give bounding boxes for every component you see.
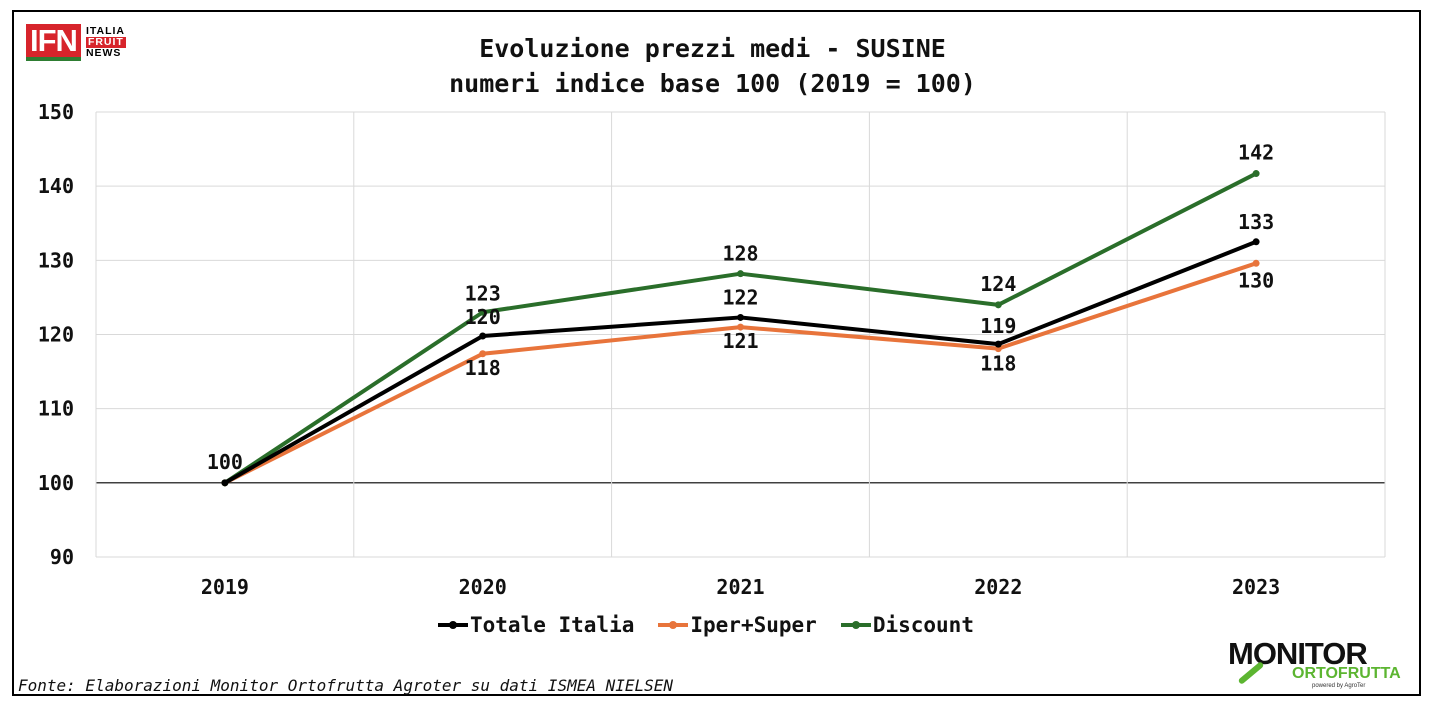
x-tick-label-2023: 2023 bbox=[1232, 575, 1280, 599]
data-point-totale-italia-2022 bbox=[994, 340, 1002, 348]
data-point-iper-super-2023 bbox=[1252, 259, 1260, 267]
data-point-totale-italia-2023 bbox=[1252, 238, 1260, 246]
data-label-iper-super-2022: 118 bbox=[980, 352, 1016, 376]
ifn-logo: IFN ITALIA FRUIT NEWS bbox=[26, 24, 126, 61]
monitor-logo-powered: powered by AgroTer bbox=[1312, 683, 1366, 689]
data-point-discount-2023 bbox=[1252, 170, 1260, 178]
data-label-discount-2022: 124 bbox=[980, 272, 1016, 296]
data-point-totale-italia-2021 bbox=[737, 313, 744, 321]
data-label-totale-italia-2022: 119 bbox=[980, 314, 1016, 338]
series-line-totale-italia bbox=[223, 239, 1257, 485]
data-label-discount-2020: 123 bbox=[465, 281, 501, 305]
y-tick-label-120: 120 bbox=[38, 323, 74, 347]
ifn-logo-mark: IFN bbox=[26, 24, 81, 61]
data-label-iper-super-2021: 121 bbox=[722, 329, 758, 353]
monitor-logo-main: MONITOR bbox=[1228, 636, 1368, 671]
data-label-iper-super-2023: 130 bbox=[1238, 268, 1274, 292]
chart-title: Evoluzione prezzi medi - SUSINE bbox=[479, 34, 946, 63]
y-tick-label-150: 150 bbox=[38, 100, 74, 124]
ifn-logo-text: ITALIA FRUIT NEWS bbox=[85, 25, 126, 59]
ifn-logo-line2: FRUIT bbox=[85, 36, 126, 48]
y-tick-label-140: 140 bbox=[38, 174, 74, 198]
x-tick-label-2021: 2021 bbox=[716, 575, 764, 599]
data-label-iper-super-2020: 118 bbox=[465, 356, 501, 380]
chart-subtitle: numeri indice base 100 (2019 = 100) bbox=[449, 69, 976, 98]
data-point-iper-super-2021 bbox=[737, 323, 744, 331]
legend-label-iper-super: Iper+Super bbox=[690, 613, 817, 637]
data-point-totale-italia-2019 bbox=[221, 479, 229, 487]
data-point-discount-2021 bbox=[737, 270, 744, 278]
legend-swatch-iper-super bbox=[658, 621, 689, 629]
x-tick-label-2022: 2022 bbox=[974, 575, 1022, 599]
data-point-iper-super-2020 bbox=[479, 350, 487, 358]
monitor-ortofrutta-logo: MONITOR ORTOFRUTTA powered by AgroTer bbox=[1228, 636, 1418, 690]
data-label-discount-2019: 100 bbox=[207, 450, 243, 474]
ifn-logo-line1: ITALIA bbox=[85, 25, 125, 37]
y-tick-label-110: 110 bbox=[38, 397, 74, 421]
x-tick-label-2020: 2020 bbox=[459, 575, 507, 599]
data-label-totale-italia-2023: 133 bbox=[1238, 210, 1274, 234]
monitor-logo-sub: ORTOFRUTTA bbox=[1292, 665, 1401, 682]
legend-item-totale-italia: Totale Italia bbox=[438, 613, 634, 637]
legend-swatch-totale-italia bbox=[438, 621, 468, 629]
ifn-logo-line3: NEWS bbox=[85, 47, 122, 59]
data-label-discount-2021: 128 bbox=[722, 242, 758, 266]
data-point-discount-2022 bbox=[994, 301, 1002, 309]
legend-item-discount: Discount bbox=[840, 613, 974, 637]
source-note: Fonte: Elaborazioni Monitor Ortofrutta A… bbox=[18, 676, 674, 695]
data-label-totale-italia-2020: 120 bbox=[465, 305, 501, 329]
y-tick-label-90: 90 bbox=[50, 545, 74, 569]
data-point-discount-2020 bbox=[479, 308, 487, 316]
data-label-totale-italia-2021: 122 bbox=[722, 285, 758, 309]
chart-legend: Totale Italia Iper+Super Discount bbox=[438, 613, 974, 637]
legend-swatch-discount bbox=[840, 621, 871, 629]
legend-label-totale-italia: Totale Italia bbox=[470, 613, 635, 637]
data-label-discount-2023: 142 bbox=[1238, 141, 1274, 165]
legend-item-iper-super: Iper+Super bbox=[658, 613, 817, 637]
x-tick-label-2019: 2019 bbox=[201, 575, 249, 599]
y-tick-label-100: 100 bbox=[38, 471, 74, 495]
legend-label-discount: Discount bbox=[872, 613, 974, 637]
chart-frame bbox=[12, 10, 1421, 696]
y-tick-label-130: 130 bbox=[38, 248, 74, 272]
data-point-totale-italia-2020 bbox=[479, 332, 487, 340]
